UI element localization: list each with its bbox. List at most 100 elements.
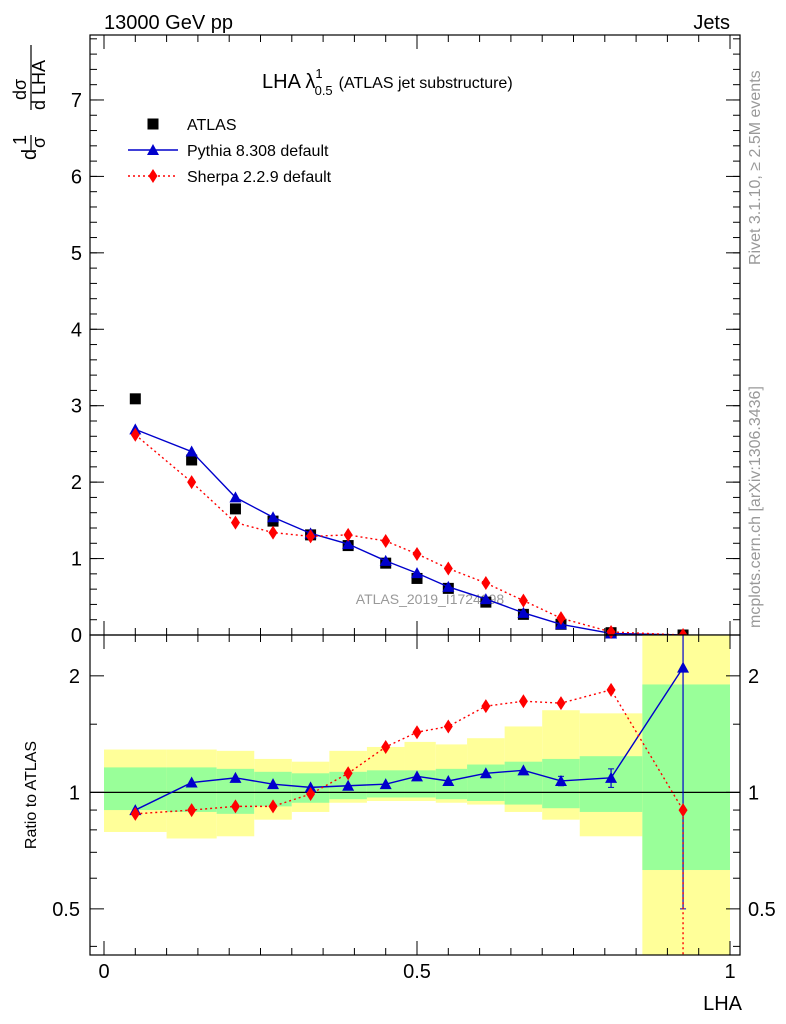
pythia-point: [229, 491, 242, 503]
plot-title-sup: 1: [315, 66, 322, 81]
main-y-tick-label: 4: [71, 319, 82, 341]
ratio-series-group: [129, 634, 690, 955]
plot-title-sub: 0.5: [315, 83, 333, 98]
ratio-y-label: Ratio to ATLAS: [23, 741, 40, 849]
ratio-pythia-point: [677, 661, 690, 673]
pythia-point: [267, 511, 280, 523]
sherpa-point: [187, 475, 197, 490]
ratio-pythia-point: [304, 781, 317, 793]
ratio-y-tick-label-right: 0.5: [748, 899, 776, 921]
sherpa-point: [268, 525, 278, 540]
plot-title: LHA λ1 0.5 (ATLAS jet substructure): [262, 66, 513, 98]
legend-label: Sherpa 2.2.9 default: [187, 169, 332, 186]
atlas-data-point: [411, 572, 423, 584]
header-process: Jets: [693, 12, 730, 34]
main-y-tick-label: 3: [71, 396, 82, 418]
legend: ATLAS Pythia 8.308 default Sherpa 2.2.9 de…: [128, 117, 332, 186]
y-label-1: 1: [10, 135, 30, 145]
sherpa-point: [381, 533, 391, 548]
ratio-sherpa-point: [130, 806, 140, 821]
legend-pythia-marker: [147, 144, 159, 155]
x-tick-label: 0.5: [403, 961, 431, 983]
y-label-dsigma: dσ: [10, 79, 30, 100]
y-label-dlha: d LHA: [29, 60, 49, 110]
pythia-point: [411, 567, 423, 579]
ratio-y-tick-label-left: 1: [69, 782, 80, 804]
green-band-bin: [404, 770, 436, 798]
main-series-line-1: [135, 428, 684, 636]
main-y-tick-label: 1: [71, 549, 82, 571]
legend-sherpa-marker: [148, 169, 158, 183]
x-axis-label: LHA: [703, 993, 743, 1015]
analysis-watermark: ATLAS_2019_I1724098: [356, 591, 505, 607]
sherpa-point: [130, 427, 140, 442]
ratio-pythia-point: [411, 770, 423, 782]
ratio-sherpa-point: [230, 799, 240, 814]
mcplots-credit: mcplots.cern.ch [arXiv:1306.3436]: [747, 386, 764, 628]
ratio-pythia-point: [267, 778, 280, 790]
legend-label: Pythia 8.308 default: [187, 143, 329, 160]
ratio-pythia-point: [442, 774, 455, 786]
ratio-sherpa-point: [343, 766, 353, 781]
atlas-data-point: [129, 393, 141, 405]
sherpa-point: [306, 529, 316, 544]
ratio-y-tick-label-left: 0.5: [52, 899, 80, 921]
ratio-sherpa-point: [518, 694, 528, 709]
pythia-point: [379, 554, 392, 566]
green-band-bin: [104, 767, 167, 811]
ratio-sherpa-point: [412, 725, 422, 740]
sherpa-point: [481, 576, 491, 591]
ratio-pythia-point: [229, 771, 242, 783]
main-series-line-2: [134, 434, 684, 636]
ratio-pythia-point: [554, 774, 567, 786]
main-y-tick-label: 0: [71, 625, 82, 647]
legend-label: ATLAS: [187, 117, 237, 134]
ratio-pythia-point: [185, 776, 198, 788]
header-energy: 13000 GeV pp: [104, 12, 233, 34]
legend-atlas-marker: [147, 118, 159, 130]
main-series-group: [129, 393, 690, 642]
ratio-pythia-point: [605, 771, 618, 783]
ratio-y-tick-label-right: 1: [748, 782, 759, 804]
main-y-tick-label: 6: [71, 166, 82, 188]
ratio-sherpa-point: [268, 799, 278, 814]
ratio-series-line-0: [134, 667, 684, 811]
rivet-info: Rivet 3.1.10, ≥ 2.5M events: [747, 70, 764, 265]
plot-title-rest: (ATLAS jet substructure): [339, 75, 513, 92]
green-band-bin: [642, 684, 730, 871]
pythia-point: [479, 593, 492, 605]
ratio-frame: [89, 634, 741, 956]
main-y-tick-label: 5: [71, 243, 82, 265]
ratio-sherpa-point: [481, 699, 491, 714]
main-y-tick-label: 7: [71, 90, 82, 112]
y-label-d1: d: [19, 149, 41, 160]
ratio-sherpa-point: [606, 682, 616, 697]
x-tick-label: 0: [98, 961, 109, 983]
main-y-label: d 1 σ dσ d LHA: [10, 45, 49, 160]
ratio-sherpa-point: [187, 803, 197, 818]
ratio-y-tick-label-right: 2: [748, 666, 759, 688]
ratio-y-tick-label-left: 2: [69, 666, 80, 688]
ratio-sherpa-point: [678, 803, 688, 818]
pythia-point: [442, 580, 455, 592]
atlas-data-point: [229, 503, 241, 515]
ratio-sherpa-point: [443, 719, 453, 734]
ratio-pythia-point: [479, 767, 492, 779]
ratio-pythia-point: [517, 764, 530, 776]
ratio-sherpa-point: [381, 739, 391, 754]
main-y-tick-label: 2: [71, 472, 82, 494]
ratio-sherpa-point: [556, 696, 566, 711]
sherpa-point: [343, 527, 353, 542]
pythia-point: [185, 445, 198, 457]
sherpa-point: [518, 593, 528, 608]
x-tick-label: 1: [724, 961, 735, 983]
main-y-axis: 0 1 2 3 4 5 6 7: [71, 35, 740, 647]
ratio-axes: 0.5 0.5 1 1 2 2 0 0.5 1: [52, 635, 776, 983]
atlas-data-point: [186, 454, 198, 466]
sherpa-point: [230, 515, 240, 530]
pythia-point: [342, 538, 355, 550]
pythia-point: [517, 606, 530, 618]
y-label-sigma: σ: [29, 137, 49, 148]
ratio-pythia-point: [379, 778, 392, 790]
